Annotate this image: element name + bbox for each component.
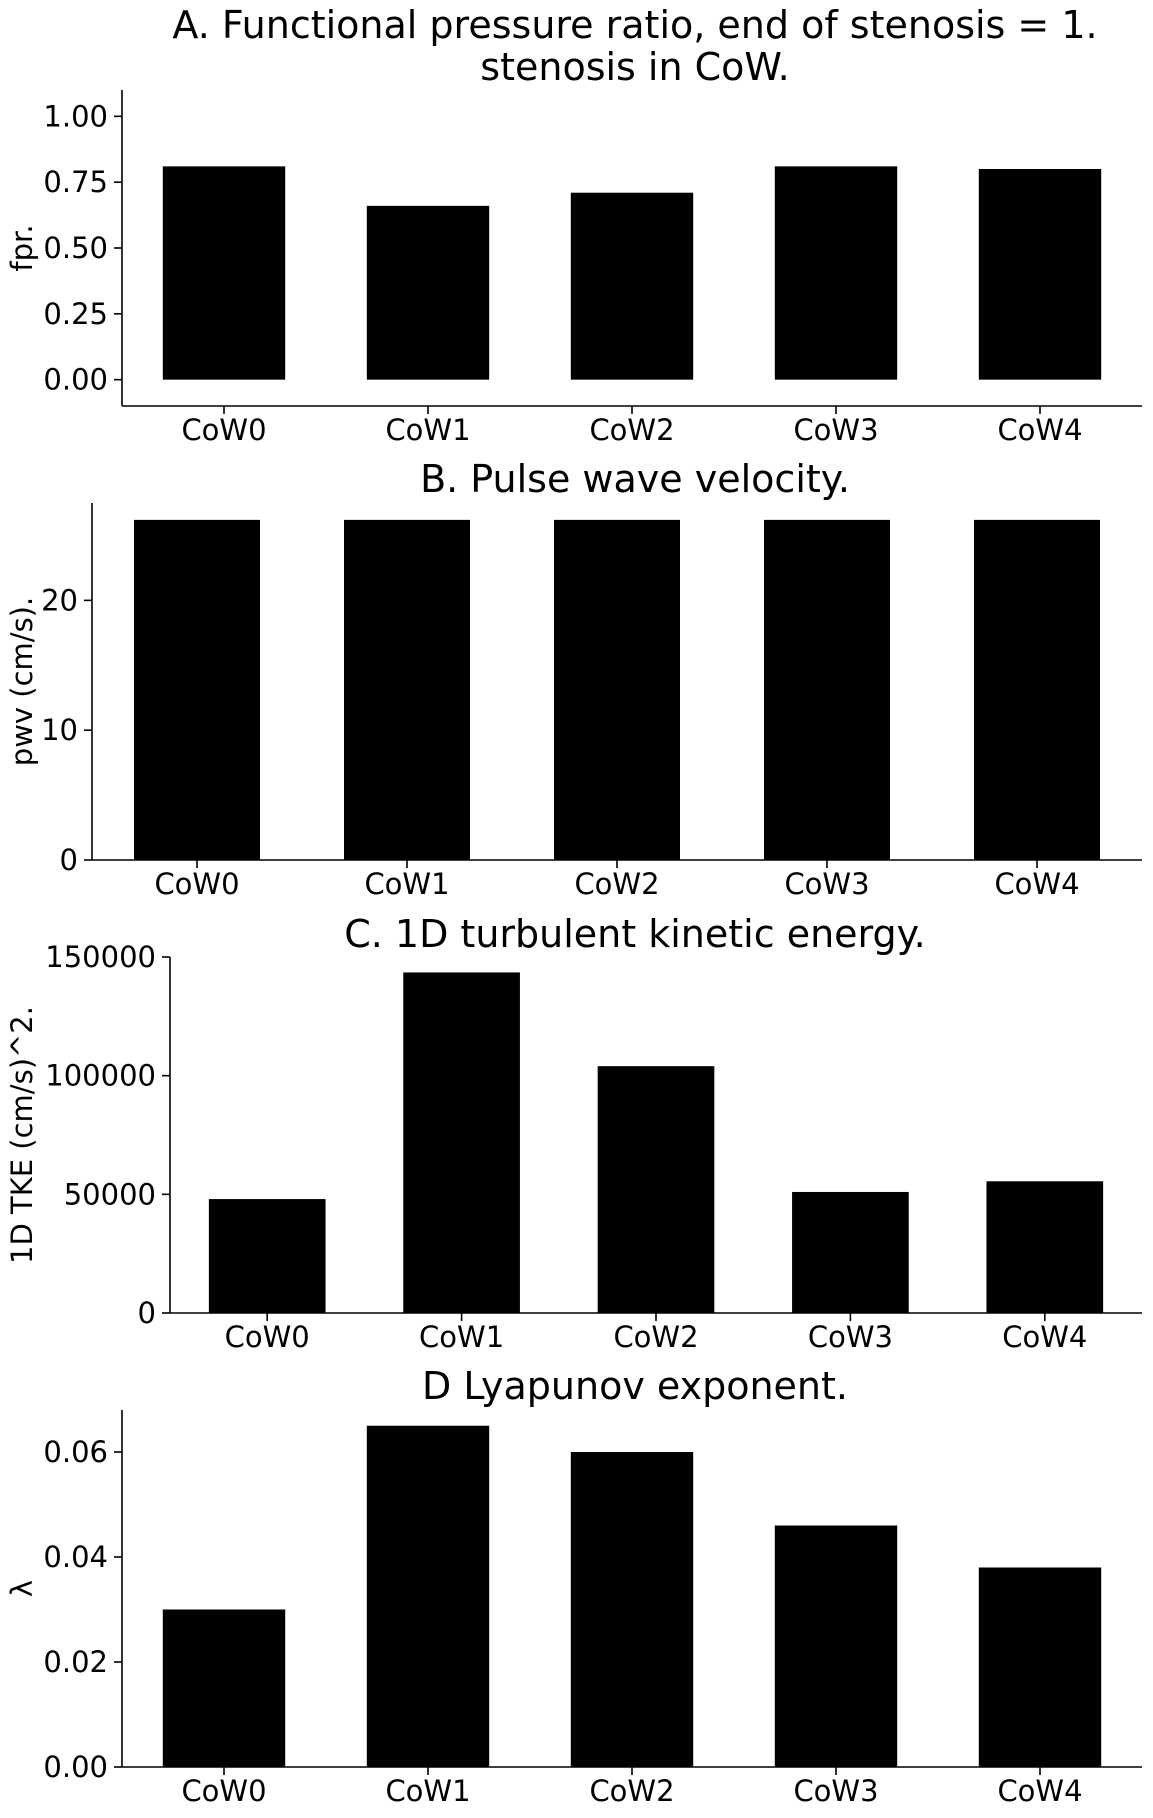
x-tick-label: CoW3 [784,867,869,901]
bar-cow3 [764,519,890,860]
x-tick-label: CoW3 [808,1320,893,1354]
chart-title: A. Functional pressure ratio, end of ste… [172,3,1097,47]
y-tick-label: 0.04 [43,1540,108,1574]
y-axis-label: 1D TKE (cm/s)^2. [5,1006,39,1264]
bar-cow2 [554,519,680,860]
y-tick-label: 0.00 [43,363,108,397]
y-axis-label: pwv (cm/s). [5,597,39,766]
bar-cow0 [162,1609,286,1767]
x-tick-label: CoW4 [997,1774,1082,1808]
x-tick-label: CoW4 [994,867,1079,901]
bar-cow1 [366,1425,490,1767]
y-tick-label: 0.06 [43,1435,108,1469]
bar-cow2 [570,1452,694,1767]
x-tick-label: CoW1 [419,1320,504,1354]
x-tick-label: CoW2 [613,1320,698,1354]
bar-cow3 [774,1525,898,1767]
bar-cow4 [974,519,1100,860]
bar-cow1 [344,519,470,860]
bar-cow2 [597,1066,715,1313]
y-tick-label: 0 [60,843,78,877]
y-tick-label: 20 [41,583,78,617]
bar-cow3 [774,166,898,380]
x-tick-label: CoW4 [997,413,1082,447]
y-axis-label: fpr. [5,224,39,271]
chart-panel-c: C. 1D turbulent kinetic energy. CoW0 CoW1 C… [5,912,1142,1354]
x-tick-label: CoW0 [181,413,266,447]
x-tick-label: CoW0 [154,867,239,901]
y-tick-label: 0 [138,1296,156,1330]
bar-cow0 [134,519,260,860]
bar-cow4 [978,169,1102,380]
y-tick-label: 0.00 [43,1750,108,1784]
bar-cow3 [792,1191,909,1313]
x-tick-label: CoW4 [1002,1320,1087,1354]
bar-cow0 [162,166,286,380]
bar-cow2 [570,192,694,380]
x-tick-label: CoW2 [589,413,674,447]
x-tick-label: CoW3 [793,1774,878,1808]
y-tick-label: 1.00 [43,99,108,133]
chart-title: B. Pulse wave velocity. [420,457,850,501]
y-tick-label: 50000 [64,1177,156,1211]
y-tick-label: 0.50 [43,231,108,265]
y-tick-label: 0.25 [43,297,108,331]
x-tick-label: CoW1 [385,1774,470,1808]
x-tick-label: CoW0 [181,1774,266,1808]
x-tick-label: CoW3 [793,413,878,447]
y-tick-label: 10 [41,713,78,747]
y-tick-label: 100000 [45,1059,156,1093]
x-tick-label: CoW1 [385,413,470,447]
y-tick-label: 0.75 [43,165,108,199]
bar-cow0 [208,1199,326,1313]
bar-cow1 [403,972,520,1313]
bar-cow4 [978,1567,1102,1767]
chart-title: D Lyapunov exponent. [422,1364,848,1408]
x-tick-label: CoW2 [589,1774,674,1808]
chart-panel-a: A. Functional pressure ratio, end of ste… [5,3,1142,447]
bar-cow4 [986,1181,1104,1313]
y-tick-label: 0.02 [43,1645,108,1679]
chart-panel-d: D Lyapunov exponent. CoW0 CoW1 CoW2 CoW3 CoW4… [5,1364,1142,1808]
bar-cow1 [366,205,490,380]
y-axis-label: λ [5,1580,39,1597]
chart-title: C. 1D turbulent kinetic energy. [344,912,926,956]
x-tick-label: CoW1 [364,867,449,901]
y-tick-label: 150000 [45,940,156,974]
x-tick-label: CoW2 [574,867,659,901]
chart-title: stenosis in CoW. [480,45,789,89]
chart-panel-b: B. Pulse wave velocity. CoW0 CoW1 CoW2 CoW3 C… [5,457,1142,901]
x-tick-label: CoW0 [225,1320,310,1354]
